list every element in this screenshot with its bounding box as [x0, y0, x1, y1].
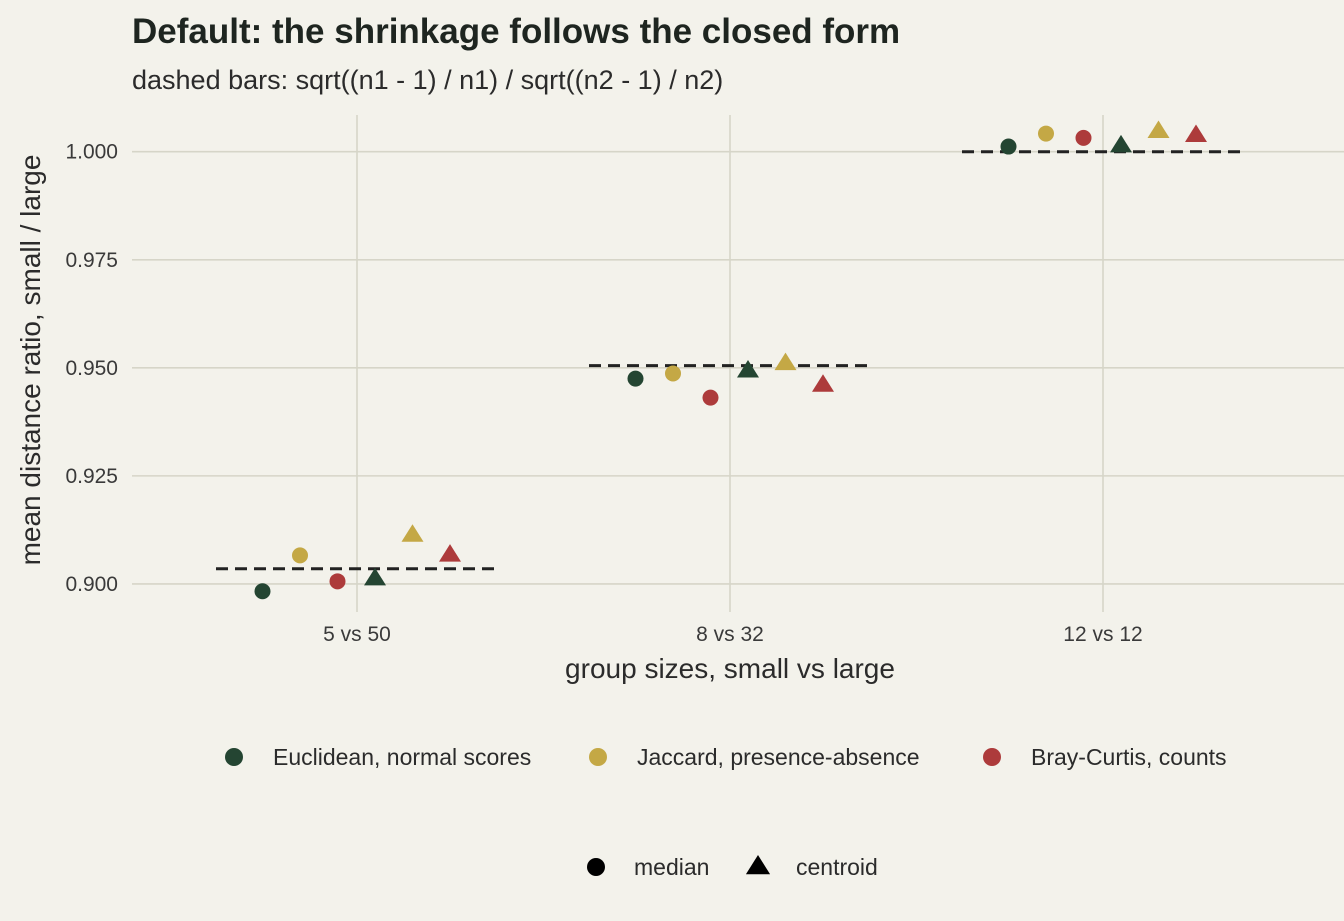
- x-tick-label: 5 vs 50: [323, 623, 391, 646]
- median-point: [254, 583, 271, 600]
- shape-legend: median centroid: [587, 854, 878, 880]
- y-tick-label: 0.925: [65, 465, 118, 488]
- legend-label: Bray-Curtis, counts: [1031, 744, 1227, 770]
- y-tick-label: 0.975: [65, 249, 118, 272]
- centroid-point: [774, 352, 797, 371]
- y-tick-label: 0.950: [65, 357, 118, 380]
- median-point: [329, 573, 346, 590]
- chart-subtitle: dashed bars: sqrt((n1 - 1) / n1) / sqrt(…: [132, 65, 723, 95]
- median-point: [292, 547, 308, 564]
- centroid-point: [364, 567, 386, 586]
- legend-label: centroid: [796, 854, 878, 880]
- median-point: [1038, 125, 1054, 142]
- legend-key-shape: [587, 858, 605, 876]
- legend-key-color: [225, 748, 243, 766]
- legend-label: Jaccard, presence-absence: [637, 744, 920, 770]
- x-tick-label: 8 vs 32: [696, 623, 764, 646]
- data-points: [254, 120, 1207, 600]
- median-point: [1000, 138, 1017, 155]
- y-tick-label: 1.000: [65, 141, 118, 164]
- centroid-point: [812, 374, 834, 392]
- median-point: [665, 365, 681, 382]
- median-point: [627, 370, 644, 387]
- legend-label: Euclidean, normal scores: [273, 744, 531, 770]
- chart-title: Default: the shrinkage follows the close…: [132, 12, 900, 51]
- centroid-point: [1110, 134, 1132, 153]
- y-tick-label: 0.900: [65, 573, 118, 596]
- y-axis: 0.900 0.925 0.950 0.975 1.000: [65, 141, 118, 596]
- legend-key-shape: [745, 855, 771, 875]
- grid: [132, 115, 1344, 612]
- median-point: [1075, 129, 1092, 146]
- color-legend: Euclidean, normal scores Jaccard, presenc…: [225, 744, 1227, 770]
- legend-label: median: [634, 854, 709, 880]
- x-tick-label: 12 vs 12: [1063, 623, 1142, 646]
- legend-key-color: [589, 748, 607, 766]
- centroid-point: [401, 524, 424, 542]
- centroid-point: [1185, 124, 1207, 142]
- centroid-point: [439, 544, 461, 562]
- legend-key-color: [983, 748, 1001, 766]
- centroid-point: [737, 359, 759, 378]
- centroid-point: [1147, 120, 1170, 139]
- x-axis-title: group sizes, small vs large: [565, 653, 895, 684]
- x-axis: 5 vs 50 8 vs 32 12 vs 12: [323, 623, 1143, 646]
- median-point: [702, 389, 719, 406]
- y-axis-title: mean distance ratio, small / large: [15, 155, 46, 566]
